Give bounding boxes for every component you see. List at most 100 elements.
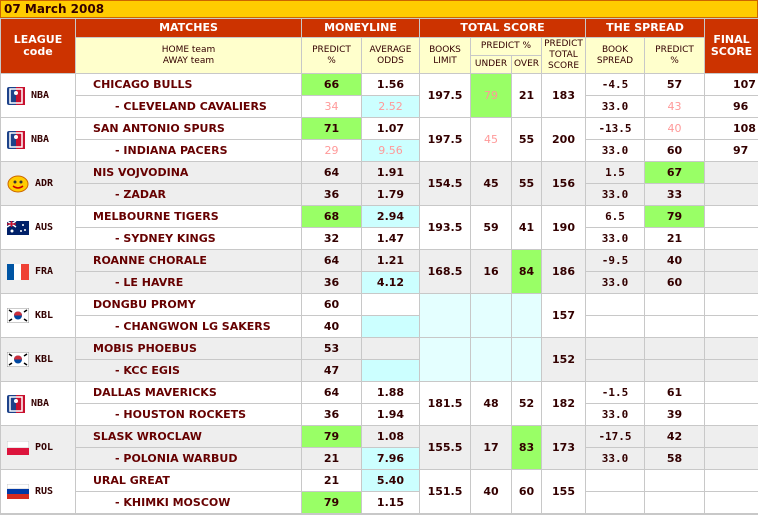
book-spread: 6.5 xyxy=(586,206,644,227)
spread-header: THE SPREAD xyxy=(586,19,704,37)
home-team: MOBIS PHOEBUS xyxy=(76,338,301,359)
books-limit: 154.5 xyxy=(420,162,470,205)
predict-total: 182 xyxy=(542,382,585,425)
book-spread: 33.0 xyxy=(586,96,644,117)
spread-predict-text: 40 xyxy=(666,253,683,267)
over-header: OVER xyxy=(512,56,541,73)
spread-predict-text: 57 xyxy=(666,77,683,91)
predict-total-header-text: PREDICT TOTAL SCORE xyxy=(544,39,583,71)
avg-odds xyxy=(362,316,419,337)
ml-predict: 79 xyxy=(302,492,361,513)
home-team-text: SAN ANTONIO SPURS xyxy=(93,121,225,135)
books-limit-text: 155.5 xyxy=(427,440,463,454)
final-score xyxy=(705,338,758,359)
avg-odds-text: 2.94 xyxy=(376,209,405,223)
under xyxy=(471,338,511,381)
ml-predict: 40 xyxy=(302,316,361,337)
books-limit: 155.5 xyxy=(420,426,470,469)
ml-predict-text: 60 xyxy=(323,297,340,311)
over: 52 xyxy=(512,382,541,425)
away-team: - INDIANA PACERS xyxy=(76,140,301,161)
home-team: ROANNE CHORALE xyxy=(76,250,301,271)
predict-total: 173 xyxy=(542,426,585,469)
ml-predict-header-text: PREDICT % xyxy=(312,44,351,66)
moneyline-header-text: MONEYLINE xyxy=(324,21,397,34)
avg-odds: 1.56 xyxy=(362,74,419,95)
spread-predict xyxy=(645,338,704,359)
league-text: ADR xyxy=(35,177,54,189)
ml-predict: 68 xyxy=(302,206,361,227)
spread-predict: 42 xyxy=(645,426,704,447)
home-team-text: MOBIS PHOEBUS xyxy=(93,341,197,355)
book-spread-text: 33.0 xyxy=(601,143,629,157)
spread-predict xyxy=(645,294,704,315)
home-team-text: CHICAGO BULLS xyxy=(93,77,193,91)
league-header-text: LEAGUE code xyxy=(13,33,63,58)
final-score: 107 xyxy=(705,74,758,95)
ml-predict-text: 21 xyxy=(323,451,340,465)
avg-odds-text: 1.47 xyxy=(376,231,405,245)
avg-odds: 1.08 xyxy=(362,426,419,447)
book-spread xyxy=(586,492,644,513)
home-team: DONGBU PROMY xyxy=(76,294,301,315)
ml-predict-text: 68 xyxy=(323,209,340,223)
books-limit: 151.5 xyxy=(420,470,470,513)
spread-predict: 60 xyxy=(645,140,704,161)
avg-odds: 1.79 xyxy=(362,184,419,205)
ml-predict: 47 xyxy=(302,360,361,381)
avg-odds: 9.56 xyxy=(362,140,419,161)
spread-predict-text: 39 xyxy=(666,407,683,421)
total-score-header-text: TOTAL SCORE xyxy=(460,21,545,34)
spread-predict: 79 xyxy=(645,206,704,227)
predict-total: 156 xyxy=(542,162,585,205)
away-team: - ZADAR xyxy=(76,184,301,205)
books-limit: 197.5 xyxy=(420,74,470,117)
avg-odds xyxy=(362,294,419,315)
away-team: - KCC EGIS xyxy=(76,360,301,381)
ml-predict-text: 53 xyxy=(323,341,340,355)
away-team: - POLONIA WARBUD xyxy=(76,448,301,469)
over-text: 84 xyxy=(518,264,535,278)
total-score-header: TOTAL SCORE xyxy=(420,19,585,37)
final-score xyxy=(705,492,758,513)
avg-odds: 2.52 xyxy=(362,96,419,117)
ml-predict-text: 32 xyxy=(323,231,340,245)
ml-predict-text: 36 xyxy=(323,275,340,289)
home-team-text: DONGBU PROMY xyxy=(93,297,196,311)
avg-odds: 1.15 xyxy=(362,492,419,513)
book-spread-text: 33.0 xyxy=(601,407,629,421)
ml-predict-text: 79 xyxy=(323,495,340,509)
book-spread xyxy=(586,338,644,359)
ml-predict-text: 71 xyxy=(323,121,340,135)
league: FRA xyxy=(1,250,75,293)
ml-predict-header: PREDICT % xyxy=(302,38,361,73)
spread-predict-header-text: PREDICT % xyxy=(655,44,694,66)
avg-odds-text: 1.15 xyxy=(376,495,405,509)
predict-total-text: 156 xyxy=(552,176,575,190)
over: 60 xyxy=(512,470,541,513)
predict-total-text: 157 xyxy=(552,308,575,322)
date: 07 March 2008 xyxy=(4,2,105,16)
avg-odds: 5.40 xyxy=(362,470,419,491)
books-limit: 193.5 xyxy=(420,206,470,249)
over-header-text: OVER xyxy=(513,59,540,69)
books-limit: 197.5 xyxy=(420,118,470,161)
book-spread: -1.5 xyxy=(586,382,644,403)
final-score xyxy=(705,426,758,447)
away-team-text: - POLONIA WARBUD xyxy=(115,451,238,465)
ml-predict: 71 xyxy=(302,118,361,139)
away-team-text: - CLEVELAND CAVALIERS xyxy=(115,99,267,113)
ml-predict-text: 29 xyxy=(324,143,339,157)
spread-predict: 39 xyxy=(645,404,704,425)
away-team: - HOUSTON ROCKETS xyxy=(76,404,301,425)
ml-predict: 32 xyxy=(302,228,361,249)
book-spread-text: -4.5 xyxy=(601,77,629,91)
avg-odds: 7.96 xyxy=(362,448,419,469)
avg-odds: 1.94 xyxy=(362,404,419,425)
predict-total: 190 xyxy=(542,206,585,249)
matches-header: MATCHES xyxy=(76,19,301,37)
ml-predict-text: 36 xyxy=(323,187,340,201)
book-spread-text: 33.0 xyxy=(601,99,629,113)
over: 55 xyxy=(512,118,541,161)
avg-odds xyxy=(362,338,419,359)
